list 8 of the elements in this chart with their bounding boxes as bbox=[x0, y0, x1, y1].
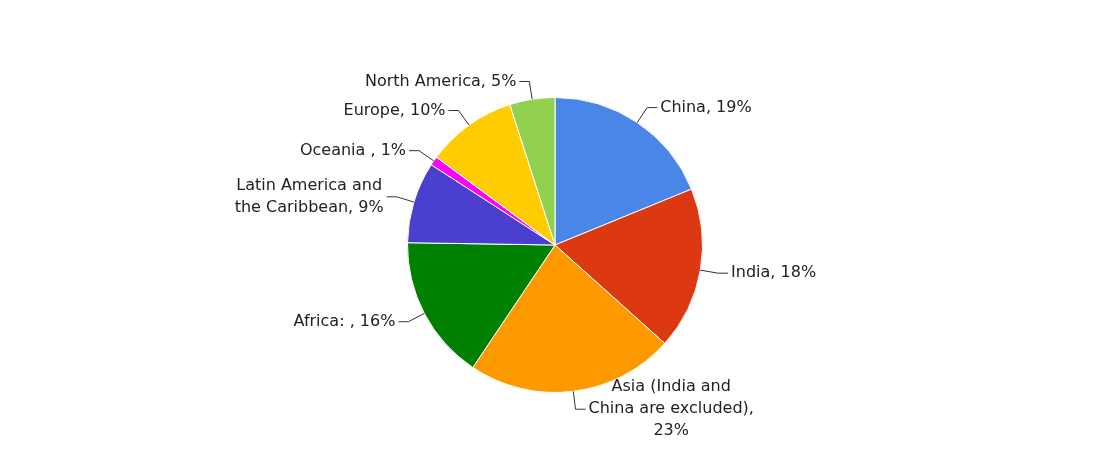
slice-label: Africa: , 16% bbox=[293, 310, 396, 330]
slice-label: China, 19% bbox=[660, 96, 752, 116]
slice-label: Europe, 10% bbox=[343, 99, 446, 119]
slice-label: Oceania , 1% bbox=[299, 139, 407, 159]
slice-label: Asia (India and China are excluded), 23% bbox=[588, 376, 754, 440]
slice-label: North America, 5% bbox=[364, 70, 517, 90]
slice-label: Latin America and the Caribbean, 9% bbox=[234, 174, 384, 216]
slice-label: India, 18% bbox=[731, 262, 817, 282]
